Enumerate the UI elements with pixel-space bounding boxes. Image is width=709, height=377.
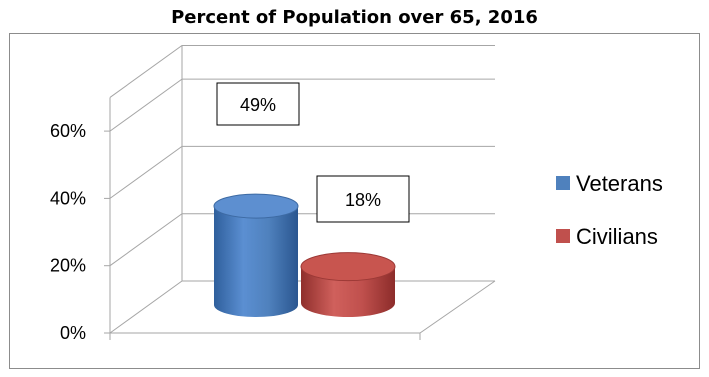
y-tick-label: 20% bbox=[50, 256, 86, 276]
bar-body bbox=[214, 206, 298, 317]
data-label-text: 49% bbox=[240, 95, 276, 115]
chart-title: Percent of Population over 65, 2016 bbox=[171, 7, 538, 28]
y-tick-label: 60% bbox=[50, 121, 86, 141]
gridline bbox=[109, 213, 495, 267]
chart-frame bbox=[9, 33, 700, 369]
y-tick-label: 40% bbox=[50, 188, 86, 208]
bar-top bbox=[300, 252, 396, 282]
bar-civilians bbox=[300, 252, 396, 317]
gridline bbox=[109, 78, 495, 132]
bar-top bbox=[213, 193, 299, 219]
data-label-text: 18% bbox=[345, 190, 381, 210]
legend-item-veterans: Veterans bbox=[556, 171, 663, 196]
legend-label: Veterans bbox=[576, 171, 663, 196]
data-label-box bbox=[316, 175, 410, 223]
legend-swatch bbox=[556, 229, 570, 243]
gridline bbox=[109, 145, 495, 199]
data-label-veterans: 49% bbox=[216, 82, 300, 126]
legend-swatch bbox=[556, 176, 570, 190]
legend-label: Civilians bbox=[576, 224, 658, 249]
bar-veterans bbox=[213, 193, 299, 317]
legend-item-civilians: Civilians bbox=[556, 224, 658, 249]
y-tick-label: 0% bbox=[60, 323, 86, 343]
data-label-civilians: 18% bbox=[316, 175, 410, 223]
data-label-box bbox=[216, 82, 300, 126]
